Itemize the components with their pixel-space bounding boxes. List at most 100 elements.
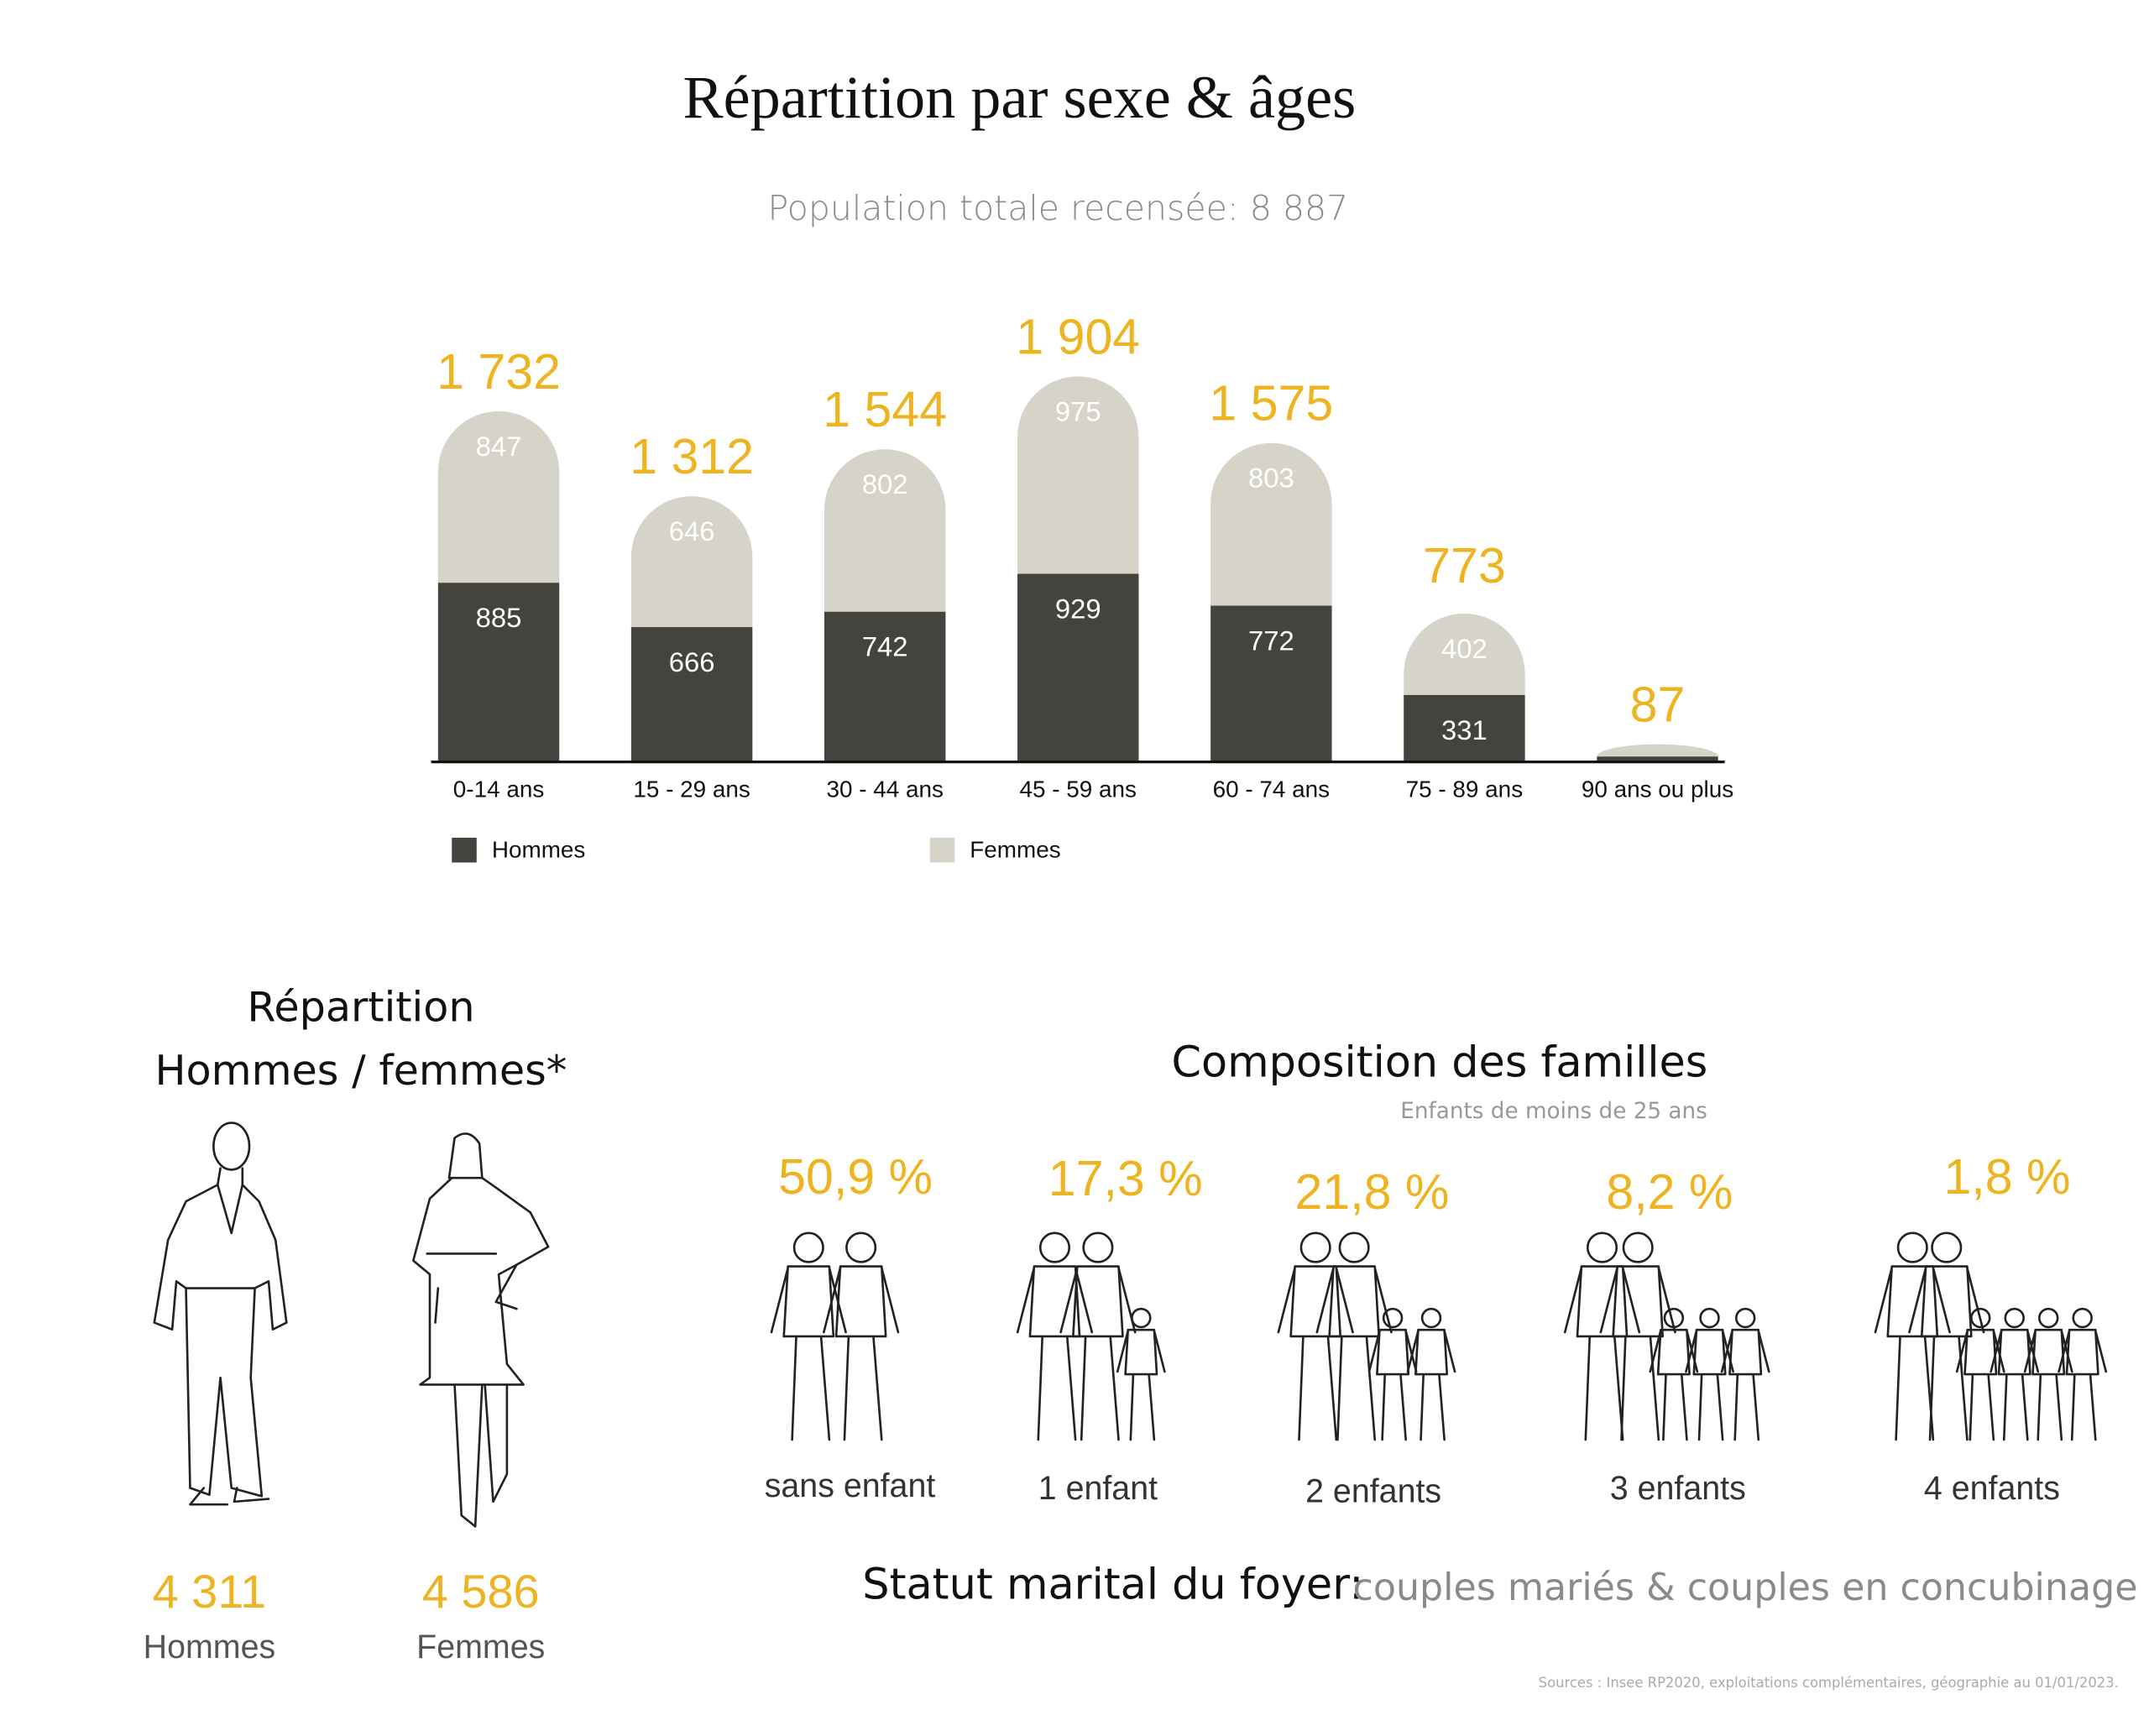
x-tick-label: 45 - 59 ans: [1020, 776, 1137, 802]
body: [823, 1265, 900, 1441]
man-illustration: [153, 1122, 288, 1506]
gender-label: Femmes: [416, 1629, 545, 1665]
person-illustration: [770, 1231, 847, 1441]
marital-value: couples mariés & couples en concubinage: [1352, 1566, 2137, 1609]
body: [1990, 1328, 2040, 1441]
head: [1970, 1307, 1991, 1329]
body: [2023, 1328, 2073, 1441]
head: [1338, 1231, 1370, 1263]
head: [1131, 1307, 1152, 1329]
segment-label: 975: [1055, 395, 1101, 426]
total-label: 1 544: [823, 382, 947, 437]
person-illustration: [2023, 1307, 2073, 1441]
x-tick-label: 30 - 44 ans: [826, 776, 943, 802]
bar-segment: [1017, 376, 1139, 574]
legend-swatch: [452, 837, 477, 863]
family-percent: 8,2 %: [1606, 1164, 1733, 1220]
family-percent: 21,8 %: [1295, 1164, 1450, 1220]
person-illustration: [1990, 1307, 2040, 1441]
total-label: 1 732: [437, 344, 561, 400]
person-illustration: [1649, 1307, 1699, 1441]
total-label: 1 312: [630, 429, 754, 484]
bar-segment: [824, 611, 946, 762]
body: [1720, 1328, 1770, 1441]
segment-label: 646: [669, 515, 715, 546]
segment-label: 331: [1441, 714, 1488, 745]
bar-segment: [630, 496, 753, 627]
legend-label: Femmes: [970, 837, 1060, 863]
segment-label: 402: [1441, 633, 1488, 664]
total-label: 1 575: [1209, 376, 1333, 431]
gender-value: 4 311: [153, 1565, 266, 1618]
person-illustration: [1685, 1307, 1734, 1441]
body: [1059, 1265, 1137, 1441]
body: [1599, 1265, 1676, 1441]
segment-label: 802: [862, 468, 908, 499]
head: [1622, 1231, 1654, 1263]
body: [1908, 1265, 1985, 1441]
person-illustration: [1059, 1231, 1137, 1441]
head: [1931, 1231, 1963, 1263]
person-illustration: [1599, 1231, 1676, 1441]
bar-segment: [824, 449, 946, 612]
family-percent: 17,3 %: [1048, 1151, 1203, 1206]
family-percent: 50,9 %: [778, 1149, 933, 1205]
body: [1116, 1328, 1166, 1441]
families: 50,9 % sans enfant 17,3 % 1 enfant 21,8 % 2 e…: [765, 1149, 2108, 1509]
family-label: 1 enfant: [1038, 1470, 1158, 1507]
x-tick-label: 0-14 ans: [453, 776, 544, 802]
bar-chart: 885 847 1 732 0-14 ans 666 646 1 312 15 - 29 an…: [431, 309, 1733, 863]
x-tick-label: 15 - 29 ans: [633, 776, 750, 802]
bar-segment: [1597, 744, 1718, 757]
total-label: 773: [1423, 538, 1506, 593]
head: [1420, 1307, 1442, 1329]
legend-label: Hommes: [492, 837, 586, 863]
legend-swatch: [929, 837, 955, 863]
head: [1734, 1307, 1756, 1329]
gender-value: 4 586: [422, 1565, 540, 1618]
head: [2037, 1307, 2059, 1329]
head: [792, 1231, 824, 1263]
bar-segment: [1597, 756, 1718, 762]
body: [1315, 1265, 1393, 1441]
person-illustration: [2057, 1307, 2108, 1441]
segment-label: 772: [1248, 625, 1294, 656]
segment-label: 885: [476, 602, 522, 633]
chart-subtitle: Population totale recensée: 8 887: [767, 188, 1348, 228]
family-label: 4 enfants: [1924, 1470, 2060, 1507]
head: [1663, 1307, 1685, 1329]
segment-label: 803: [1248, 463, 1294, 494]
person-illustration: [1908, 1231, 1985, 1441]
x-tick-label: 90 ans ou plus: [1582, 776, 1733, 802]
x-tick-label: 60 - 74 ans: [1213, 776, 1330, 802]
body: [2057, 1328, 2108, 1441]
total-label: 1 904: [1016, 309, 1140, 364]
bar-segment: [630, 626, 753, 762]
bar-segment: [1404, 694, 1525, 762]
head: [1299, 1231, 1331, 1263]
body: [1649, 1328, 1699, 1441]
chart-title: Répartition par sexe & âges: [682, 64, 1356, 131]
person-illustration: [1367, 1307, 1418, 1441]
gender-title: Hommes / femmes*: [155, 1046, 567, 1095]
head: [2004, 1307, 2025, 1329]
family-label: sans enfant: [765, 1467, 936, 1504]
bar-segment: [437, 410, 560, 583]
head: [2072, 1307, 2093, 1329]
head: [1082, 1231, 1114, 1263]
segment-label: 666: [669, 646, 715, 677]
bar-segment: [1017, 573, 1139, 762]
person-illustration: [823, 1231, 900, 1441]
family-percent: 1,8 %: [1943, 1149, 2070, 1205]
bar-segment: [437, 583, 560, 762]
source: Sources : Insee RP2020, exploitations co…: [1539, 1675, 2119, 1691]
head: [1586, 1231, 1618, 1263]
body: [770, 1265, 847, 1441]
body: [1874, 1265, 1951, 1441]
family-label: 2 enfants: [1305, 1472, 1441, 1509]
head: [845, 1231, 877, 1263]
body: [1367, 1328, 1418, 1441]
segment-label: 847: [476, 431, 522, 462]
family-label: 3 enfants: [1610, 1470, 1746, 1507]
